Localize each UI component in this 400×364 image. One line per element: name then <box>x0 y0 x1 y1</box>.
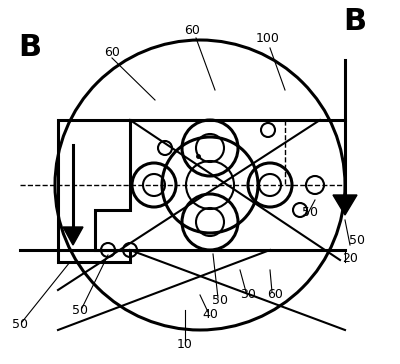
Text: B: B <box>344 8 366 36</box>
Text: 40: 40 <box>202 309 218 321</box>
Text: 60: 60 <box>267 289 283 301</box>
Polygon shape <box>63 227 83 245</box>
Text: 50: 50 <box>12 318 28 332</box>
Text: 60: 60 <box>104 46 120 59</box>
Polygon shape <box>333 195 357 215</box>
Text: 10: 10 <box>177 339 193 352</box>
Text: 20: 20 <box>342 252 358 265</box>
Text: 50: 50 <box>302 206 318 218</box>
Text: 50: 50 <box>349 233 365 246</box>
Text: 50: 50 <box>212 293 228 306</box>
Text: 100: 100 <box>256 32 280 44</box>
Text: 60: 60 <box>184 24 200 36</box>
Text: 50: 50 <box>72 304 88 317</box>
Text: B: B <box>18 33 42 63</box>
Text: 30: 30 <box>240 289 256 301</box>
